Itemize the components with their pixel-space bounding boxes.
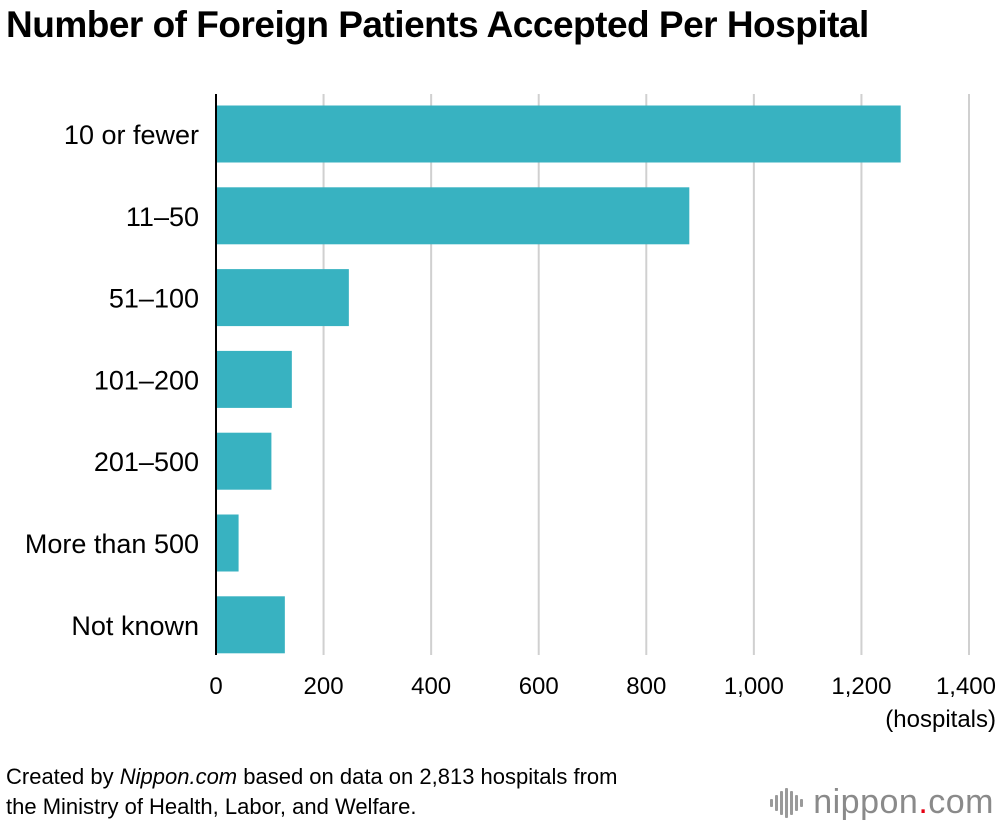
gridlines bbox=[322, 94, 970, 655]
x-tick-label-1400: 1,400 bbox=[936, 673, 996, 700]
x-tick-label-200: 200 bbox=[304, 673, 344, 700]
bar-chart: 10 or fewer 11–50 51–100 101–200 201–500 More… bbox=[25, 94, 996, 733]
chart-title: Number of Foreign Patients Accepted Per … bbox=[6, 4, 869, 45]
bar-1 bbox=[216, 187, 690, 245]
bar-6 bbox=[216, 596, 285, 654]
bar-3 bbox=[216, 350, 292, 408]
source-note: Created by Nippon.com based on data on 2… bbox=[6, 762, 618, 822]
x-tick-label-1000: 1,000 bbox=[724, 673, 784, 700]
category-label-2: 51–100 bbox=[109, 284, 199, 314]
x-tick-label-800: 800 bbox=[626, 673, 666, 700]
category-label-5: More than 500 bbox=[25, 529, 199, 559]
category-label-0: 10 or fewer bbox=[64, 120, 199, 150]
x-tick-label-0: 0 bbox=[209, 673, 222, 700]
logo-bars-icon bbox=[770, 786, 804, 820]
category-label-4: 201–500 bbox=[94, 447, 199, 477]
category-label-6: Not known bbox=[71, 611, 199, 641]
bar-2 bbox=[216, 269, 349, 327]
nippon-logo: nippon.com bbox=[770, 783, 994, 822]
x-tick-label-400: 400 bbox=[411, 673, 451, 700]
bar-4 bbox=[216, 432, 272, 490]
category-label-1: 11–50 bbox=[126, 202, 199, 232]
x-tick-label-600: 600 bbox=[519, 673, 559, 700]
bar-5 bbox=[216, 514, 239, 572]
bars bbox=[216, 105, 901, 654]
source-line-2: the Ministry of Health, Labor, and Welfa… bbox=[6, 794, 417, 819]
x-tick-label-1200: 1,200 bbox=[831, 673, 891, 700]
source-line-1: Created by Nippon.com based on data on 2… bbox=[6, 764, 618, 789]
x-tick-labels: 0 200 400 600 800 1,000 1,200 1,400 bbox=[209, 673, 996, 700]
category-label-3: 101–200 bbox=[94, 365, 199, 395]
bar-0 bbox=[216, 105, 901, 163]
x-axis-unit-label: (hospitals) bbox=[885, 706, 996, 733]
logo-text: nippon.com bbox=[813, 783, 994, 821]
source-site: Nippon.com bbox=[119, 764, 238, 789]
category-labels: 10 or fewer 11–50 51–100 101–200 201–500 More… bbox=[25, 120, 199, 641]
